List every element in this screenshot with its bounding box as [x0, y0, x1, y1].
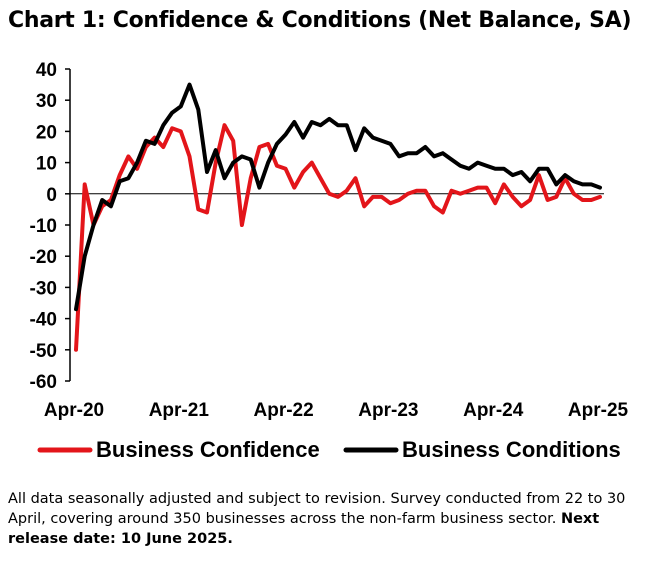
x-tick-label: Apr-20 — [44, 400, 104, 421]
y-tick-label: 20 — [36, 122, 57, 143]
x-tick-label: Apr-25 — [568, 400, 629, 421]
y-tick-label: -10 — [30, 216, 57, 237]
series-line-business-conditions — [74, 82, 602, 312]
y-tick-label: -50 — [30, 341, 57, 362]
legend: Business Confidence Business Conditions — [37, 437, 621, 462]
x-tick-label: Apr-22 — [254, 400, 314, 421]
y-tick-label: -40 — [30, 310, 57, 331]
y-axis: 40 30 20 10 0 -10 -20 -30 -40 -50 -60 — [30, 60, 71, 393]
x-tick-label: Apr-24 — [463, 400, 524, 421]
footnote-text: All data seasonally adjusted and subject… — [8, 491, 626, 527]
chart-title: Chart 1: Confidence & Conditions (Net Ba… — [8, 8, 632, 33]
x-tick-label: Apr-23 — [358, 400, 418, 421]
y-tick-label: 10 — [36, 154, 57, 175]
footnote-release-date: Next release date: 10 June 2025. — [8, 511, 600, 547]
x-tick-label: Apr-21 — [149, 400, 210, 421]
series-line-business-confidence — [74, 123, 602, 352]
line-chart: 40 30 20 10 0 -10 -20 -30 -40 -50 -60 Apr-20 Apr-21… — [30, 60, 629, 462]
y-tick-label: -60 — [30, 372, 57, 393]
series-layer — [74, 82, 602, 352]
x-axis: Apr-20 Apr-21 Apr-22 Apr-23 Apr-24 Apr-25 — [44, 193, 629, 421]
legend-label: Business Confidence — [96, 437, 320, 462]
y-tick-label: 0 — [46, 185, 57, 206]
legend-label: Business Conditions — [402, 437, 621, 462]
y-tick-label: -30 — [30, 278, 57, 299]
y-tick-label: 30 — [36, 91, 57, 112]
y-tick-label: 40 — [36, 60, 57, 81]
y-tick-label: -20 — [30, 247, 57, 268]
footnote: All data seasonally adjusted and subject… — [8, 489, 648, 549]
